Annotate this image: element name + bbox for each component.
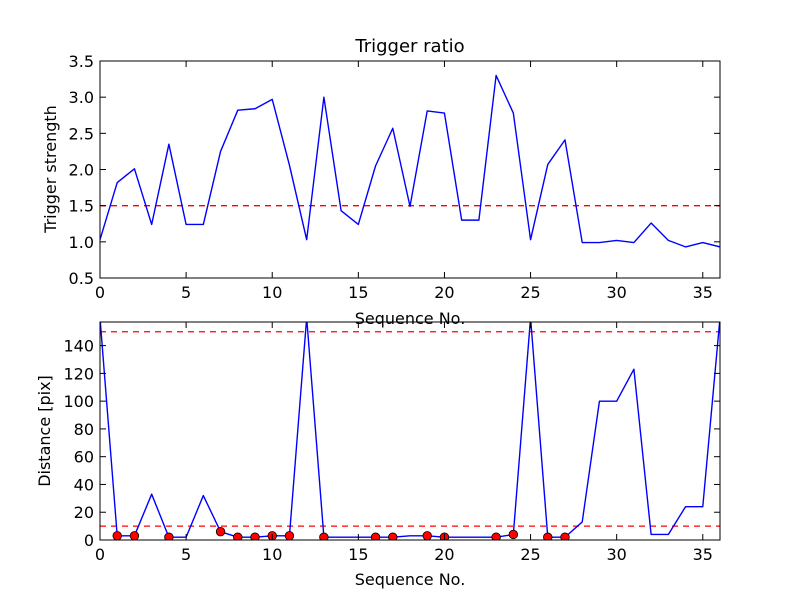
x-tick-label: 10 [262,283,282,302]
data-marker [164,532,174,540]
x-axis-label: Sequence No. [355,309,466,328]
x-tick-label: 20 [434,545,454,564]
data-marker [491,532,501,540]
data-marker [250,532,260,540]
x-tick-label: 10 [262,545,282,564]
data-marker [370,532,381,540]
x-tick-label: 0 [95,283,105,302]
x-tick-label: 25 [520,545,540,564]
y-tick-label: 2.5 [69,124,94,143]
plot-frame [99,321,721,541]
x-tick-label: 30 [606,545,626,564]
data-marker [284,531,295,540]
y-axis-label: Trigger strength [41,105,60,234]
x-tick-label: 20 [434,283,454,302]
y-tick-label: 80 [74,420,94,439]
data-marker [129,531,140,540]
data-marker [112,531,122,540]
data-marker [319,532,329,540]
distance-chart: Distance [pix] Sequence No. 0 5 10 15 20 25 30… [35,321,721,589]
y-tick-label: 20 [74,503,94,522]
y-tick-label: 40 [74,475,94,494]
data-marker [543,532,553,540]
y-tick-label: 100 [63,392,94,411]
y-tick-label: 60 [74,448,94,467]
x-axis-label: Sequence No. [355,570,466,589]
series-line [100,74,720,248]
data-marker [233,532,243,540]
data-marker [388,532,398,540]
y-tick-label: 1.5 [69,197,94,216]
y-tick-label: 2.0 [69,161,94,180]
x-tick-label: 15 [348,283,368,302]
chart-title: Trigger ratio [354,36,464,57]
x-tick-label: 5 [181,283,191,302]
y-axis-label: Distance [pix] [35,375,54,487]
data-marker [508,529,519,540]
x-tick-label: 35 [693,545,713,564]
x-tick-label: 15 [348,545,368,564]
data-marker [560,532,570,540]
y-tick-label: 120 [63,364,94,383]
data-marker [215,526,226,537]
x-tick-label: 5 [181,545,191,564]
y-tick-label: 0.5 [69,269,94,288]
plot-area [100,322,720,540]
x-tick-label: 25 [520,283,540,302]
y-tick-label: 3.5 [69,52,94,71]
y-tick-label: 140 [63,337,94,356]
x-tick-label: 35 [693,283,713,302]
series-line [100,322,720,538]
x-tick-label: 30 [606,283,626,302]
plot-area [100,74,720,248]
trigger-ratio-chart: Trigger ratio Trigger strength Sequence … [41,36,721,328]
x-tick-label: 0 [95,545,105,564]
y-tick-label: 1.0 [69,233,94,252]
y-tick-label: 0 [84,531,94,550]
y-tick-label: 3.0 [69,88,94,107]
data-marker [422,531,432,540]
